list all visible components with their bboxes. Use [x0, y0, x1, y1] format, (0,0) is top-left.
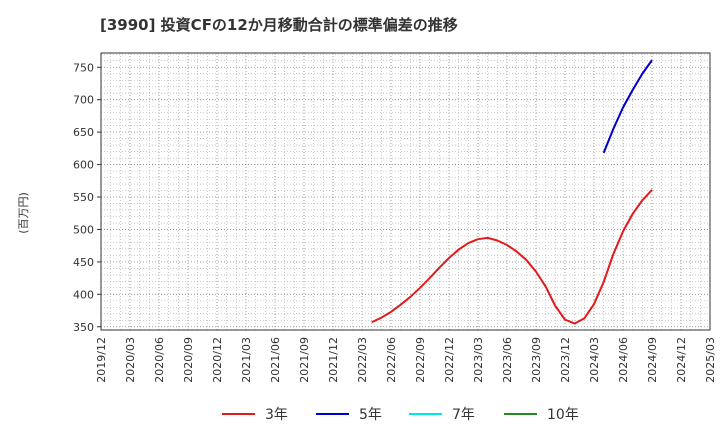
y-tick-label: 650 — [73, 126, 94, 139]
x-tick-label: 2023/09 — [530, 337, 543, 383]
series-line-3年 — [371, 189, 653, 325]
y-tick-label: 450 — [73, 256, 94, 269]
y-tick-label: 500 — [73, 223, 94, 236]
y-tick-label: 700 — [73, 94, 94, 107]
chart-title: [3990] 投資CFの12か月移動合計の標準偏差の推移 — [100, 16, 458, 34]
y-tick-label: 750 — [73, 61, 94, 74]
x-tick-label: 2024/03 — [588, 337, 601, 383]
x-tick-label: 2023/06 — [501, 337, 514, 383]
x-tick-label: 2020/12 — [211, 337, 224, 383]
y-tick-label: 600 — [73, 159, 94, 172]
x-tick-label: 2023/03 — [472, 337, 485, 383]
y-tick-label: 400 — [73, 288, 94, 301]
legend-label: 7年 — [452, 407, 475, 423]
x-tick-label: 2024/09 — [646, 337, 659, 383]
x-tick-label: 2024/06 — [617, 337, 630, 383]
x-tick-label: 2022/03 — [356, 337, 369, 383]
x-tick-label: 2021/06 — [269, 337, 282, 383]
x-tick-label: 2021/03 — [240, 337, 253, 383]
x-tick-label: 2020/06 — [153, 337, 166, 383]
y-tick-label: 550 — [73, 191, 94, 204]
x-tick-label: 2022/09 — [414, 337, 427, 383]
x-tick-label: 2021/09 — [298, 337, 311, 383]
legend-label: 5年 — [359, 407, 382, 423]
legend-label: 10年 — [547, 407, 579, 423]
x-tick-label: 2024/12 — [675, 337, 688, 383]
x-tick-label: 2021/12 — [327, 337, 340, 383]
x-tick-label: 2022/12 — [443, 337, 456, 383]
x-tick-label: 2023/12 — [559, 337, 572, 383]
x-tick-label: 2025/03 — [704, 337, 717, 383]
x-tick-label: 2022/06 — [385, 337, 398, 383]
legend-label: 3年 — [265, 407, 288, 423]
x-tick-label: 2020/03 — [124, 337, 137, 383]
y-tick-label: 350 — [73, 321, 94, 334]
plot-frame — [100, 52, 711, 331]
x-tick-label: 2020/09 — [182, 337, 195, 383]
x-tick-label: 2019/12 — [95, 337, 108, 383]
series-line-5年 — [602, 59, 653, 154]
